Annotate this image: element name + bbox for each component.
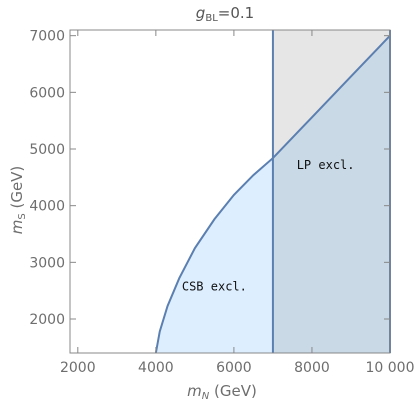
region-label: LP excl. xyxy=(297,158,355,172)
title-suffix: =0.1 xyxy=(218,4,254,22)
xlabel-suffix: (GeV) xyxy=(209,382,257,400)
x-tick-label: 4000 xyxy=(138,360,174,376)
xlabel-subscript: N xyxy=(202,391,210,402)
y-tick-label: 4000 xyxy=(29,199,65,215)
y-tick-label: 5000 xyxy=(29,142,65,158)
title-subscript: BL xyxy=(205,13,218,24)
x-axis-ticks: 2000 4000 6000 8000 10 000 xyxy=(60,30,415,376)
ylabel-suffix: (GeV) xyxy=(8,166,26,214)
x-axis-label: mN (GeV) xyxy=(187,382,257,402)
y-tick-label: 2000 xyxy=(29,312,65,328)
x-tick-label: 8000 xyxy=(294,360,330,376)
x-tick-label: 2000 xyxy=(60,360,96,376)
ylabel-base: m xyxy=(8,220,26,235)
boundary-curve xyxy=(154,34,391,354)
xlabel-base: m xyxy=(187,382,202,400)
y-tick-label: 3000 xyxy=(29,255,65,271)
title-base: g xyxy=(196,4,206,22)
x-tick-label: 6000 xyxy=(216,360,252,376)
region-label: CSB excl. xyxy=(182,280,247,294)
chart-title: gBL=0.1 xyxy=(196,4,254,24)
region-labels: CSB excl. LP excl. xyxy=(182,158,355,294)
ylabel-subscript: S xyxy=(17,213,28,219)
plot-frame xyxy=(69,29,391,354)
x-tick-label: 10 000 xyxy=(366,360,415,376)
y-tick-label: 7000 xyxy=(29,29,65,45)
y-axis-label: mS (GeV) xyxy=(8,166,28,235)
y-tick-label: 6000 xyxy=(29,85,65,101)
y-axis-ticks: 2000 3000 4000 5000 6000 7000 xyxy=(29,29,390,328)
